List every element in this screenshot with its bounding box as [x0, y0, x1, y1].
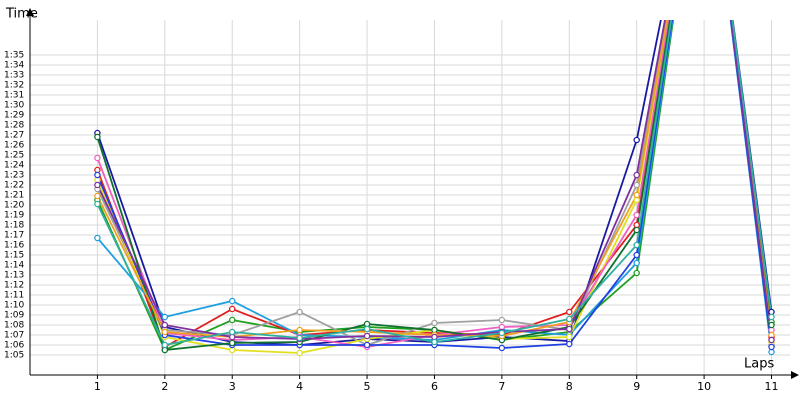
x-tick-label: 11 [765, 380, 779, 393]
point [633, 191, 640, 199]
y-tick-label: 1:34 [4, 61, 24, 71]
y-tick-label: 1:13 [4, 271, 24, 281]
point [566, 325, 573, 333]
point [161, 313, 169, 321]
y-tick-label: 1:17 [4, 231, 24, 241]
y-tick-label: 1:19 [4, 211, 24, 221]
y-axis-label: Time [5, 7, 38, 22]
y-tick-label: 1:11 [4, 291, 24, 301]
y-tick-label: 1:33 [4, 71, 24, 81]
x-tick-label: 7 [498, 380, 505, 393]
point [296, 349, 303, 357]
point [633, 259, 640, 267]
point [498, 329, 506, 337]
y-tick-label: 1:29 [4, 111, 24, 121]
point [633, 171, 640, 179]
y-tick-label: 1:07 [4, 331, 24, 341]
point [633, 251, 640, 259]
y-tick-label: 1:12 [4, 281, 24, 291]
point [296, 334, 303, 342]
point [296, 308, 303, 316]
point [633, 269, 640, 277]
point [566, 308, 573, 316]
y-tick-label: 1:32 [4, 81, 24, 91]
y-tick-label: 1:10 [4, 301, 24, 311]
point [94, 234, 101, 242]
y-tick-label: 1:05 [4, 351, 24, 361]
point [228, 297, 236, 305]
y-tick-label: 1:22 [4, 181, 24, 191]
point [431, 338, 438, 346]
point [566, 340, 573, 348]
y-tick-label: 1:31 [4, 91, 24, 101]
x-tick-label: 6 [431, 380, 438, 393]
point [363, 341, 371, 349]
y-tick-label: 1:20 [4, 201, 24, 211]
x-tick-label: 10 [697, 380, 711, 393]
point [161, 341, 169, 349]
grid [30, 20, 790, 375]
point [94, 192, 101, 200]
point [566, 333, 573, 341]
point [363, 325, 371, 333]
y-tick-label: 1:24 [4, 161, 24, 171]
y-tick-label: 1:15 [4, 251, 24, 261]
y-tick-label: 1:09 [4, 311, 24, 321]
point [228, 328, 236, 336]
plot-area [94, 20, 775, 357]
point [94, 171, 101, 179]
x-tick-label: 4 [296, 380, 303, 393]
point [566, 315, 573, 323]
x-tick-label: 3 [229, 380, 236, 393]
point [228, 305, 236, 313]
point [633, 136, 640, 144]
y-tick-label: 1:27 [4, 131, 24, 141]
point [363, 332, 371, 340]
point [94, 133, 101, 141]
point [431, 319, 438, 327]
x-tick-label: 5 [364, 380, 371, 393]
y-tick-label: 1:30 [4, 101, 24, 111]
point [768, 321, 775, 329]
point [498, 316, 506, 324]
point [94, 200, 101, 208]
y-tick-label: 1:16 [4, 241, 24, 251]
y-tick-label: 1:25 [4, 151, 24, 161]
y-tick-label: 1:23 [4, 171, 24, 181]
point [498, 344, 506, 352]
y-tick-label: 1:28 [4, 121, 24, 131]
y-tick-label: 1:08 [4, 321, 24, 331]
point [633, 226, 640, 234]
point [768, 343, 775, 351]
x-tick-label: 8 [566, 380, 573, 393]
x-tick-label: 1 [94, 380, 101, 393]
y-tick-label: 1:06 [4, 341, 24, 351]
point [633, 211, 640, 219]
point [768, 336, 775, 344]
x-axis-label: Laps [744, 357, 774, 372]
y-tick-label: 1:21 [4, 191, 24, 201]
point [296, 326, 303, 334]
x-tick-label: 9 [633, 380, 640, 393]
y-tick-label: 1:14 [4, 261, 24, 271]
y-tick-label: 1:18 [4, 221, 24, 231]
point [228, 339, 236, 347]
point [161, 321, 169, 329]
point [94, 181, 101, 189]
y-tick-label: 1:26 [4, 141, 24, 151]
x-tick-label: 2 [161, 380, 168, 393]
point [768, 313, 775, 321]
point [161, 328, 169, 336]
point [633, 181, 640, 189]
point [633, 241, 640, 249]
point [94, 154, 101, 162]
point [228, 316, 236, 324]
y-tick-label: 1:35 [4, 51, 24, 61]
